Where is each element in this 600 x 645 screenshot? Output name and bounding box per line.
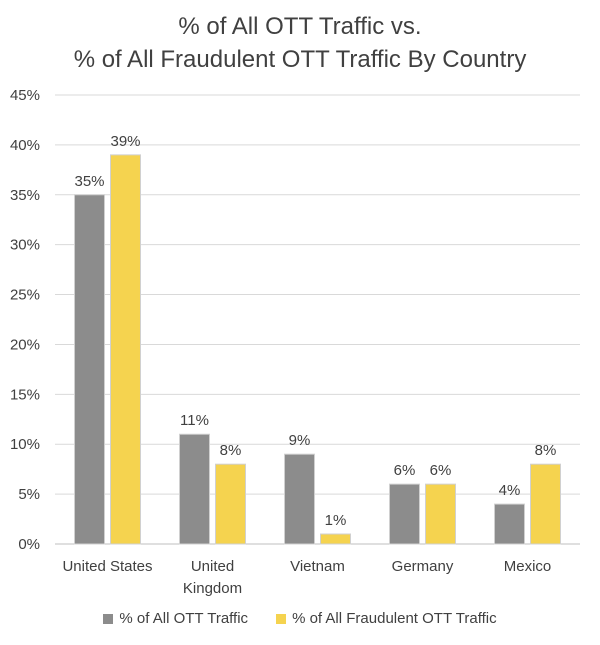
legend: % of All OTT Traffic % of All Fraudulent… xyxy=(0,610,600,627)
bar-fraudulent-traffic xyxy=(215,463,246,545)
bar-fraudulent-traffic xyxy=(425,483,456,545)
y-tick-label: 25% xyxy=(10,287,40,304)
data-label: 9% xyxy=(289,432,311,449)
x-tick-label: Vietnam xyxy=(290,558,345,575)
y-tick-label: 30% xyxy=(10,237,40,254)
bar-ott-traffic xyxy=(389,483,420,545)
legend-item-ott-traffic: % of All OTT Traffic xyxy=(103,610,248,627)
bar-ott-traffic xyxy=(284,453,315,545)
y-tick-label: 15% xyxy=(10,386,40,403)
data-label: 8% xyxy=(220,442,242,459)
legend-item-fraudulent-traffic: % of All Fraudulent OTT Traffic xyxy=(276,610,497,627)
chart-title: % of All OTT Traffic vs. % of All Fraudu… xyxy=(0,10,600,76)
data-label: 6% xyxy=(394,462,416,479)
data-label: 4% xyxy=(499,482,521,499)
x-tick-label: United States xyxy=(62,558,152,575)
y-tick-label: 20% xyxy=(10,336,40,353)
data-label: 11% xyxy=(180,412,209,429)
bar-fraudulent-traffic xyxy=(320,533,351,545)
y-tick-label: 35% xyxy=(10,187,40,204)
chart-title-line-1: % of All OTT Traffic vs. xyxy=(178,13,422,40)
legend-label-fraudulent-traffic: % of All Fraudulent OTT Traffic xyxy=(292,610,497,627)
y-tick-label: 5% xyxy=(18,486,40,503)
legend-swatch-ott-traffic xyxy=(103,613,114,624)
x-tick-label: United xyxy=(191,558,234,575)
bar-ott-traffic xyxy=(494,503,525,545)
y-tick-label: 10% xyxy=(10,436,40,453)
chart-title-line-2: % of All Fraudulent OTT Traffic By Count… xyxy=(73,46,527,73)
y-tick-label: 0% xyxy=(18,536,40,553)
y-tick-label: 40% xyxy=(10,137,40,154)
legend-swatch-fraudulent-traffic xyxy=(276,613,287,624)
bar-fraudulent-traffic xyxy=(110,154,141,545)
x-tick-label: Germany xyxy=(392,558,454,575)
legend-label-ott-traffic: % of All OTT Traffic xyxy=(119,610,249,627)
bar-fraudulent-traffic xyxy=(530,463,561,545)
bar-ott-traffic xyxy=(74,194,105,545)
x-tick-label: Mexico xyxy=(504,558,552,575)
data-label: 39% xyxy=(110,133,140,150)
data-label: 8% xyxy=(535,442,557,459)
x-tick-label: Kingdom xyxy=(183,580,242,597)
y-tick-label: 45% xyxy=(10,87,40,104)
data-label: 35% xyxy=(74,173,104,190)
data-label: 1% xyxy=(325,512,347,529)
data-label: 6% xyxy=(430,462,452,479)
bar-ott-traffic xyxy=(179,433,210,545)
